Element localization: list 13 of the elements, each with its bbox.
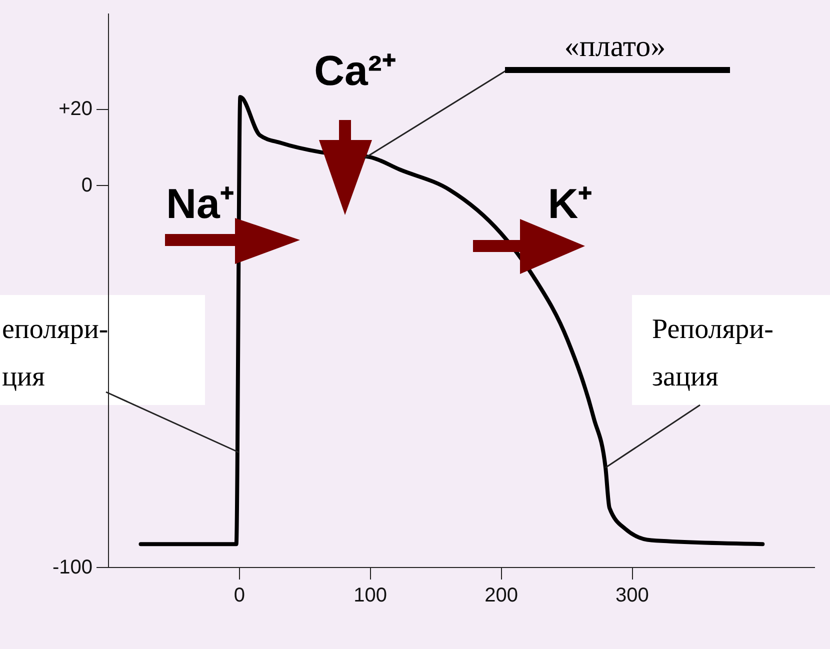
y-tick-label: +20 [58,98,92,120]
annotation: K⁺ [548,180,592,227]
y-tick-label: -100 [52,556,92,578]
y-tick-label: 0 [81,174,92,196]
annotation: еполяри- ция [2,314,108,393]
annotation: «плато» [564,30,666,63]
annotation: Реполяри- зация [652,314,774,393]
annotation: Ca²⁺ [314,47,396,94]
x-tick-label: 300 [616,584,649,606]
annotation: Na⁺ [166,180,234,227]
x-tick-label: 100 [354,584,388,606]
x-tick-label: 0 [234,584,245,606]
x-tick-label: 200 [484,584,518,606]
